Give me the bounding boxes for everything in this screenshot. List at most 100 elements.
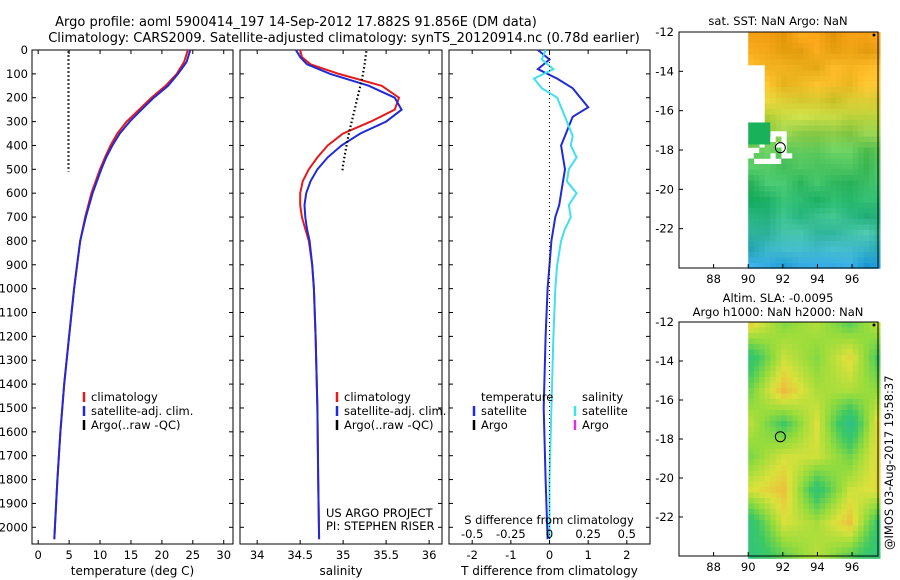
map-cell xyxy=(759,404,765,411)
map-cell xyxy=(786,208,793,214)
map-cell xyxy=(775,213,782,220)
map-cell xyxy=(764,147,771,154)
map-cell xyxy=(797,208,804,214)
map-cell xyxy=(836,43,842,49)
map-cell xyxy=(803,32,809,38)
map-cell xyxy=(808,327,815,334)
map-cell xyxy=(792,153,798,159)
map-cell xyxy=(808,114,815,121)
y-tick-label: 600 xyxy=(6,186,28,200)
map-cell xyxy=(770,426,776,433)
map-cell xyxy=(808,263,815,269)
map-cell xyxy=(836,224,842,231)
map-cell xyxy=(852,333,859,339)
map-cell xyxy=(852,470,859,477)
map-cell xyxy=(863,175,870,181)
map-cell xyxy=(847,404,853,411)
map-cell xyxy=(808,153,815,159)
map-cell xyxy=(770,114,776,121)
map-cell xyxy=(803,448,809,455)
map-cell xyxy=(803,65,809,71)
map-cell xyxy=(814,525,820,532)
map-cell xyxy=(852,492,859,499)
map-cell xyxy=(825,421,831,427)
map-x-tick-label: 92 xyxy=(776,272,791,286)
map-cell xyxy=(858,487,864,493)
map-cell xyxy=(825,131,831,137)
map-cell xyxy=(825,531,831,537)
map-cell xyxy=(863,547,870,554)
map-cell xyxy=(759,465,765,471)
map-cell xyxy=(863,65,870,71)
map-cell xyxy=(858,432,864,438)
map-cell xyxy=(863,327,870,334)
map-cell xyxy=(781,54,787,60)
map-cell xyxy=(836,169,842,176)
map-cell xyxy=(786,377,793,383)
map-cell xyxy=(748,59,754,66)
map-cell xyxy=(786,509,793,515)
map-cell xyxy=(753,322,760,328)
map-cell xyxy=(775,338,782,345)
map-cell xyxy=(852,459,859,466)
map-cell xyxy=(781,76,787,82)
map-cell xyxy=(808,448,815,455)
map-cell xyxy=(764,208,771,214)
map-cell xyxy=(808,76,815,82)
map-cell xyxy=(764,514,771,521)
map-cell xyxy=(748,191,754,198)
map-cell xyxy=(775,459,782,466)
map-cell xyxy=(814,459,820,466)
map-cell xyxy=(792,366,798,372)
map-cell xyxy=(770,542,776,548)
map-cell xyxy=(841,459,848,466)
map-cell xyxy=(792,355,798,361)
map-cell xyxy=(847,153,853,159)
map-cell xyxy=(808,344,815,350)
map-cell xyxy=(753,399,760,405)
map-cell xyxy=(748,202,754,209)
map-cell xyxy=(852,37,859,44)
map-cell xyxy=(786,503,793,510)
map-cell xyxy=(781,120,787,126)
map-cell xyxy=(819,37,826,44)
map-cell xyxy=(797,509,804,515)
map-cell xyxy=(748,514,754,521)
map-cell xyxy=(869,448,875,455)
map-cell xyxy=(775,503,782,510)
map-cell xyxy=(847,202,853,209)
map-cell xyxy=(797,338,804,345)
map-cell xyxy=(753,404,760,411)
x-tick-label: 30 xyxy=(216,548,231,562)
map-cell xyxy=(808,465,815,471)
map-cell xyxy=(869,536,875,543)
map-cell xyxy=(863,164,870,170)
map-cell xyxy=(764,153,771,159)
map-cell xyxy=(863,509,870,515)
map-cell xyxy=(830,81,837,88)
map-cell xyxy=(808,98,815,104)
map-cell xyxy=(819,186,826,192)
map-cell xyxy=(753,470,760,477)
map-cell xyxy=(852,186,859,192)
map-cell xyxy=(847,48,853,55)
map-cell xyxy=(781,186,787,192)
map-cell xyxy=(841,333,848,339)
map-cell xyxy=(770,327,776,334)
map-cell xyxy=(863,492,870,499)
map-cell xyxy=(748,158,754,165)
map-cell xyxy=(825,120,831,126)
map-cell xyxy=(858,531,864,537)
map-cell xyxy=(759,43,765,49)
map-cell xyxy=(825,338,831,345)
map-cell xyxy=(852,219,859,225)
map-cell xyxy=(792,180,798,187)
map-cell xyxy=(808,32,815,38)
map-cell xyxy=(836,393,842,400)
map-cell xyxy=(775,103,782,110)
map-cell xyxy=(819,252,826,258)
map-cell xyxy=(808,421,815,427)
map-cell xyxy=(781,465,787,471)
map-cell xyxy=(748,197,754,203)
map-cell xyxy=(748,426,754,433)
